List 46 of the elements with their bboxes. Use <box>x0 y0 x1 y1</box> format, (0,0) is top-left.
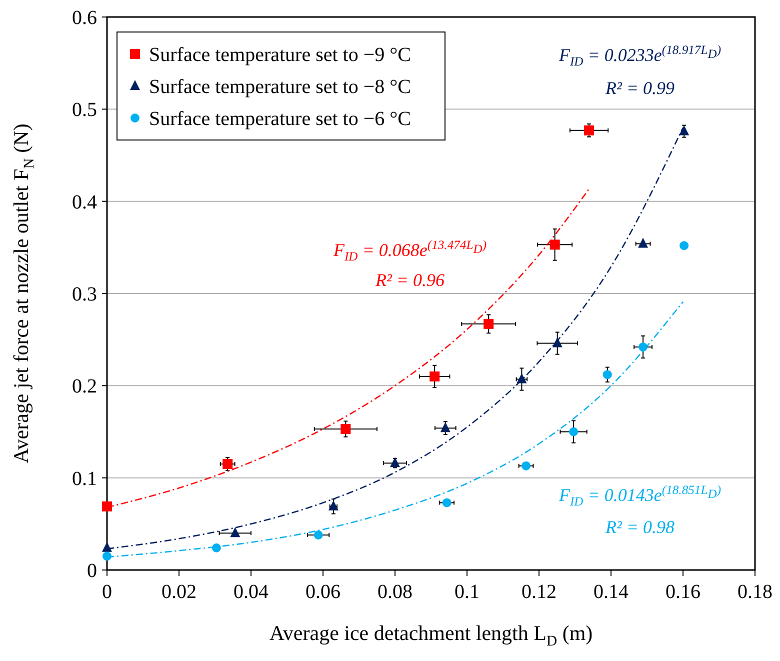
annotation: R² = 0.99 <box>604 78 675 98</box>
point <box>440 422 450 432</box>
y-tick-label: 0.4 <box>72 191 97 214</box>
point <box>390 457 400 468</box>
point <box>584 125 594 136</box>
legend-label: Surface temperature set to −9 °C <box>149 44 411 66</box>
point <box>484 318 494 329</box>
y-tick-label: 0.5 <box>72 99 97 122</box>
point <box>102 542 112 552</box>
x-tick-label: 0.18 <box>738 581 772 603</box>
x-tick-label: 0.1 <box>454 581 480 603</box>
x-tick-label: 0 <box>102 581 112 603</box>
point <box>328 500 338 510</box>
point <box>679 125 690 136</box>
legend-label: Surface temperature set to −6 °C <box>149 108 411 130</box>
point <box>442 498 452 508</box>
x-tick-label: 0.14 <box>594 581 628 603</box>
x-tick-label: 0.02 <box>162 581 196 603</box>
point <box>212 543 221 552</box>
point <box>569 427 578 436</box>
y-tick-label: 0.6 <box>72 7 97 29</box>
point <box>102 501 112 512</box>
point <box>680 241 689 250</box>
point <box>314 530 323 540</box>
point <box>550 240 560 250</box>
x-tick-label: 0.12 <box>522 581 556 603</box>
annotation: R² = 0.96 <box>374 270 445 290</box>
point <box>340 424 351 434</box>
point <box>638 238 648 248</box>
point <box>552 337 562 348</box>
y-tick-label: 0 <box>87 560 97 582</box>
y-tick-label: 0.2 <box>72 376 97 398</box>
point <box>602 370 612 380</box>
x-axis-title: Average ice detachment length L$_{D}$ (m) <box>269 621 593 650</box>
y-tick-label: 0.3 <box>72 284 97 306</box>
x-tick-label: 0.04 <box>234 581 268 603</box>
point <box>522 461 531 470</box>
point <box>430 371 440 382</box>
x-tick-label: 0.16 <box>666 581 700 603</box>
annotation: R² = 0.98 <box>604 517 675 537</box>
point <box>222 459 233 470</box>
point <box>230 527 240 538</box>
y-tick-label: 0.1 <box>72 468 97 490</box>
legend-label: Surface temperature set to −8 °C <box>149 76 411 98</box>
x-tick-label: 0.08 <box>378 581 412 603</box>
x-tick-label: 0.06 <box>306 581 340 603</box>
